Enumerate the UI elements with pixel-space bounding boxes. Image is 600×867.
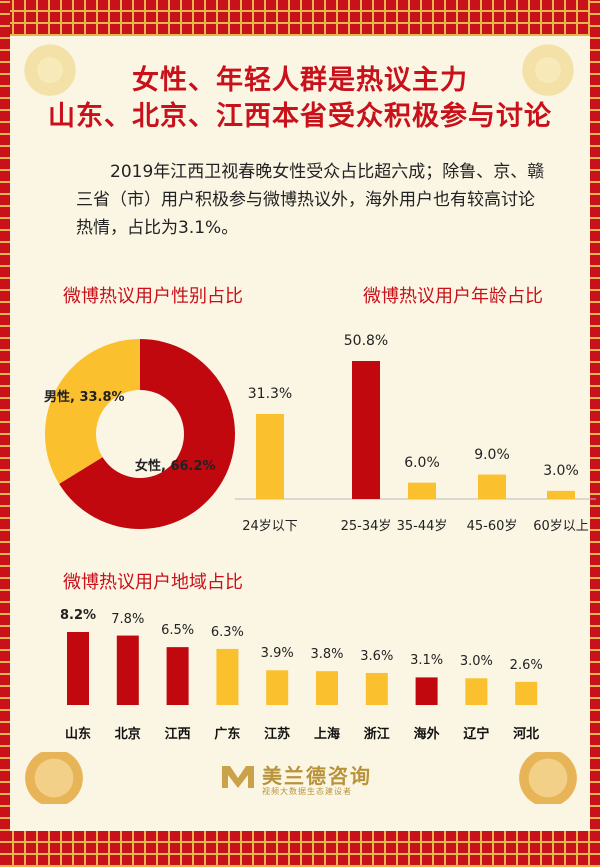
donut-slice-male xyxy=(45,339,140,484)
age-category-label: 60岁以上 xyxy=(533,519,589,534)
gender-chart-title: 微博热议用户性别占比 xyxy=(63,286,243,307)
male-slice-label: 男性, 33.8% xyxy=(44,390,125,405)
region-category-label: 上海 xyxy=(313,727,340,742)
top-border xyxy=(0,0,600,36)
region-bar-value-label: 3.0% xyxy=(459,654,493,670)
age-bar-value-label: 6.0% xyxy=(404,454,440,471)
region-bar-value-label: 6.5% xyxy=(161,623,195,639)
region-bar-value-label: 8.2% xyxy=(59,608,97,623)
age-category-label: 25-34岁 xyxy=(340,519,392,534)
region-bar-value-label: 2.6% xyxy=(509,657,543,673)
age-category-label: 35-44岁 xyxy=(396,519,448,534)
content-panel xyxy=(10,36,590,831)
age-bar xyxy=(547,490,575,499)
left-border xyxy=(0,0,10,867)
region-bar-value-label: 6.3% xyxy=(210,624,244,640)
brand-tagline: 视频大数据生态建设者 xyxy=(262,787,352,796)
age-bar xyxy=(256,413,284,499)
region-category-label: 山东 xyxy=(64,727,91,742)
region-bar xyxy=(266,670,289,705)
age-category-label: 24岁以下 xyxy=(242,519,298,534)
region-bar-value-label: 3.1% xyxy=(410,653,444,669)
region-bar xyxy=(465,678,488,705)
brand-logo-icon xyxy=(222,766,254,788)
region-bar-value-label: 3.6% xyxy=(360,648,394,664)
region-bar xyxy=(166,647,189,705)
page-title-line-2: 山东、北京、江西本省受众积极参与讨论 xyxy=(48,101,552,132)
region-category-label: 浙江 xyxy=(363,727,390,742)
region-bar xyxy=(116,635,139,705)
region-chart-title: 微博热议用户地域占比 xyxy=(63,572,243,593)
region-category-label: 北京 xyxy=(114,727,141,742)
age-bar xyxy=(478,474,506,499)
region-bar-value-label: 7.8% xyxy=(111,611,145,627)
age-bar-value-label: 3.0% xyxy=(543,462,579,479)
age-bar-value-label: 50.8% xyxy=(343,333,389,349)
bottom-border xyxy=(0,831,600,867)
region-category-label: 辽宁 xyxy=(463,727,490,742)
lantern-icon xyxy=(22,44,78,102)
page-title-line-1: 女性、年轻人群是热议主力 xyxy=(132,65,468,96)
age-chart-title: 微博热议用户年龄占比 xyxy=(363,286,543,307)
lantern-icon xyxy=(520,44,576,102)
pig-ornament-icon xyxy=(508,752,588,804)
age-bar-value-label: 31.3% xyxy=(247,385,293,402)
region-category-label: 江西 xyxy=(164,727,191,742)
age-bar xyxy=(352,361,380,499)
region-bar-value-label: 3.9% xyxy=(260,646,294,662)
region-bar xyxy=(67,632,89,705)
intro-paragraph: 2019年江西卫视春晚女性受众占比超六成；除鲁、京、赣三省（市）用户积极参与微博… xyxy=(76,162,545,238)
female-slice-label: 女性, 66.2% xyxy=(135,459,216,474)
age-bar-value-label: 9.0% xyxy=(474,446,510,463)
region-bar xyxy=(415,677,438,705)
donut-slice-female xyxy=(59,339,235,529)
age-category-label: 45-60岁 xyxy=(466,519,518,534)
region-bar xyxy=(316,671,338,705)
age-bar xyxy=(408,482,436,499)
pig-ornament-icon xyxy=(14,752,94,804)
gender-donut-chart xyxy=(45,339,235,529)
region-bar xyxy=(216,648,239,705)
region-bar-value-label: 3.8% xyxy=(310,647,344,663)
right-border xyxy=(590,0,600,867)
brand-name: 美兰德咨询 xyxy=(262,764,372,788)
region-category-label: 河北 xyxy=(513,727,540,742)
region-bar xyxy=(515,681,538,705)
region-bar xyxy=(365,672,388,705)
region-category-label: 海外 xyxy=(413,727,440,742)
region-category-label: 江苏 xyxy=(264,727,291,742)
region-category-label: 广东 xyxy=(214,727,241,742)
